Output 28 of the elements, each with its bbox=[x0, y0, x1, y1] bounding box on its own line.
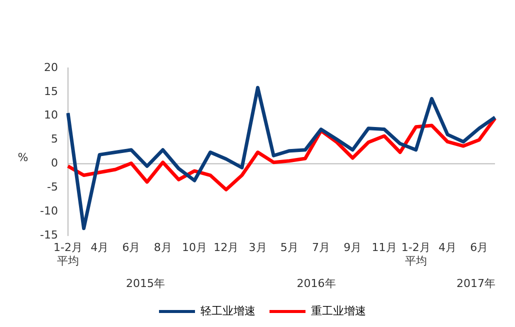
y-tick-label: 10 bbox=[44, 108, 58, 122]
x-tick-label: 6月 bbox=[470, 241, 488, 254]
y-axis-title: % bbox=[18, 150, 28, 164]
x-tick-label: 5月 bbox=[280, 241, 298, 254]
x-tick-label: 10月 bbox=[182, 241, 207, 254]
y-tick-label: 15 bbox=[44, 84, 58, 98]
y-tick-label: 5 bbox=[50, 132, 58, 146]
x-tick-label: 1-2月平均 bbox=[53, 241, 82, 268]
x-tick-label: 6月 bbox=[122, 241, 140, 254]
x-tick-label: 7月 bbox=[312, 241, 330, 254]
x-tick-label: 9月 bbox=[344, 241, 362, 254]
text: 2016年 bbox=[296, 276, 336, 290]
x-tick-label: 11月 bbox=[372, 241, 397, 254]
x-tick-label: 12月 bbox=[214, 241, 239, 254]
x-tick-label: 8月 bbox=[154, 241, 172, 254]
x-tick-label: 4月 bbox=[438, 241, 457, 254]
y-tick-label: 20 bbox=[44, 60, 58, 74]
text: 2015年 bbox=[126, 276, 165, 290]
legend-label: 轻工业增速 bbox=[200, 304, 256, 318]
y-tick-label: -5 bbox=[47, 180, 58, 194]
y-tick-label: -15 bbox=[40, 228, 58, 242]
x-tick-label: 3月 bbox=[248, 241, 267, 254]
text: 2017年 bbox=[456, 276, 496, 290]
legend-label: 重工业增速 bbox=[311, 304, 366, 318]
y-tick-label: 0 bbox=[50, 156, 58, 170]
x-tick-label: 4月 bbox=[90, 241, 109, 254]
y-tick-label: -10 bbox=[40, 204, 58, 218]
x-tick-label: 1-2月平均 bbox=[401, 241, 430, 268]
